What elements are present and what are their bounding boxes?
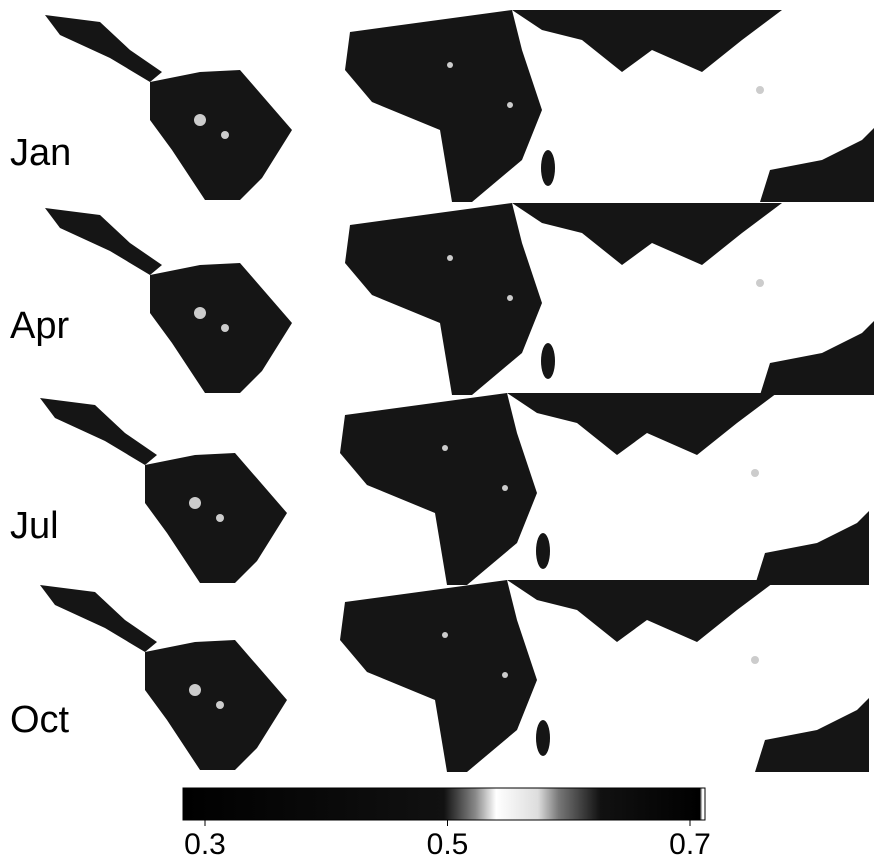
map-row bbox=[45, 10, 874, 202]
row-label: Jul bbox=[10, 505, 59, 547]
map-row bbox=[40, 580, 869, 772]
tick-label: 0.5 bbox=[427, 828, 469, 860]
map-row bbox=[40, 393, 869, 585]
tick-label: 0.7 bbox=[669, 828, 711, 860]
tick-label: 0.3 bbox=[184, 828, 226, 860]
row-label: Jan bbox=[10, 132, 71, 174]
row-label: Apr bbox=[10, 305, 69, 347]
map-row bbox=[45, 203, 874, 395]
row-label: Oct bbox=[10, 699, 70, 741]
colorbar bbox=[182, 787, 706, 821]
maps bbox=[40, 10, 874, 772]
